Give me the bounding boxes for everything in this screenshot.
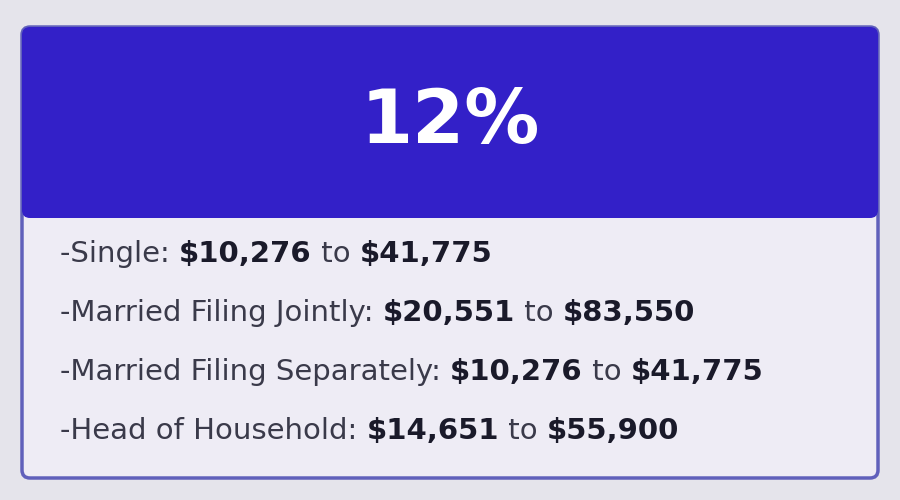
FancyBboxPatch shape <box>22 27 878 218</box>
Text: $10,276: $10,276 <box>179 240 311 268</box>
Text: $41,775: $41,775 <box>359 240 492 268</box>
Text: $83,550: $83,550 <box>562 299 695 327</box>
Bar <box>32 190 868 215</box>
Text: -Married Filing Jointly:: -Married Filing Jointly: <box>60 299 382 327</box>
Text: $55,900: $55,900 <box>547 416 680 444</box>
Text: to: to <box>515 299 562 327</box>
FancyBboxPatch shape <box>22 27 878 478</box>
Text: $41,775: $41,775 <box>631 358 763 386</box>
Text: -Married Filing Separately:: -Married Filing Separately: <box>60 358 450 386</box>
Text: to: to <box>499 416 547 444</box>
Text: $10,276: $10,276 <box>450 358 583 386</box>
Text: -Head of Household:: -Head of Household: <box>60 416 366 444</box>
Text: -Single:: -Single: <box>60 240 179 268</box>
Text: $20,551: $20,551 <box>382 299 515 327</box>
Text: to: to <box>583 358 631 386</box>
Text: $14,651: $14,651 <box>366 416 499 444</box>
Text: 12%: 12% <box>360 86 540 159</box>
Text: to: to <box>311 240 359 268</box>
